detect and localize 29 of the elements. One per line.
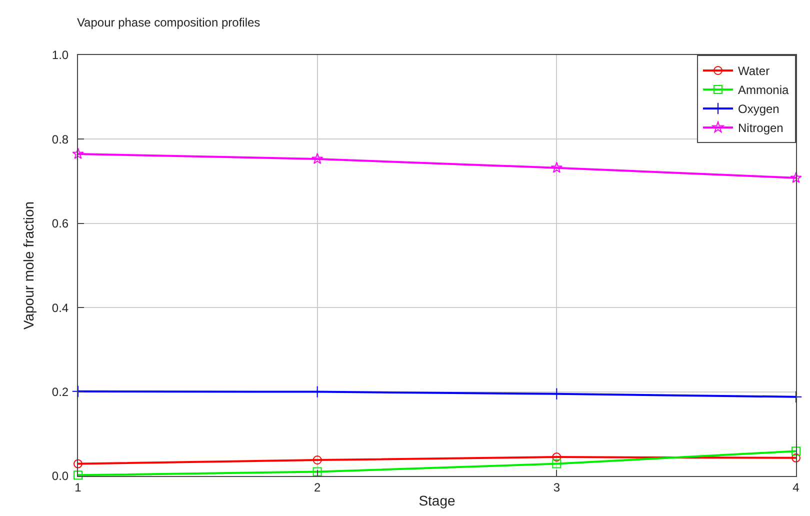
chart-title: Vapour phase composition profiles [76,15,260,30]
legend-label: Nitrogen [738,121,784,136]
point [74,459,82,468]
y-tick-label: 0.8 [52,132,69,146]
point [792,453,800,462]
point [312,456,322,464]
point [790,172,802,183]
point [552,452,562,462]
y-tick-label: 0.2 [52,385,69,399]
point [552,459,562,468]
point [312,467,322,476]
y-axis-title: Vapour mole fraction [20,201,37,330]
point [792,446,800,456]
x-axis-title: Stage [418,492,456,509]
x-tick-label: 2 [314,480,321,494]
legend-label: Ammonia [738,83,790,98]
point [312,152,324,164]
x-tick-label: 1 [74,480,82,494]
y-tick-label: 0.0 [52,469,69,484]
legend-label: Oxygen [738,102,780,116]
y-tick-label: 0.4 [52,300,69,315]
point [550,162,562,173]
x-tick-label: 3 [553,480,560,494]
y-tick-label: 0.6 [52,216,69,231]
y-tick-label: 1.0 [52,48,69,62]
point [74,470,82,480]
x-tick-label: 4 [792,480,800,494]
point [72,148,84,159]
legend-label: Water [738,64,770,78]
